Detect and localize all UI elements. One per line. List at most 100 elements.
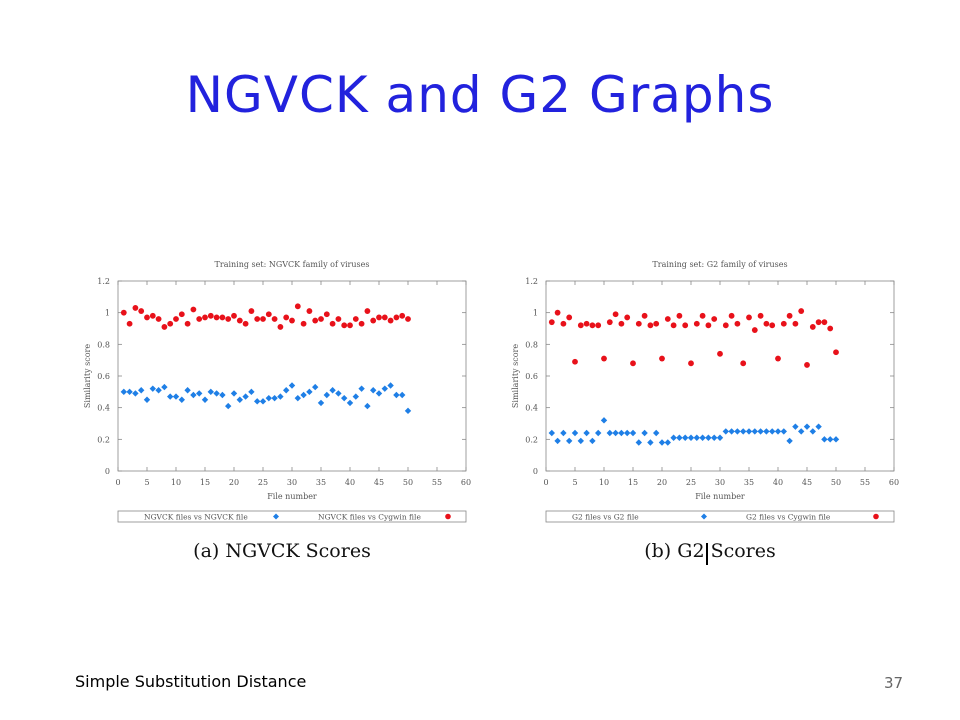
data-point-red	[572, 358, 578, 365]
x-tick-label: 20	[229, 478, 239, 487]
data-point-blue	[763, 428, 770, 435]
y-tick-label: 0.8	[97, 340, 110, 349]
x-tick-label: 0	[543, 478, 548, 487]
data-point-red	[751, 327, 758, 333]
page-number: 37	[884, 674, 904, 692]
data-point-blue	[589, 437, 596, 445]
data-point-red	[659, 355, 665, 362]
data-point-red	[323, 311, 330, 318]
data-point-blue	[219, 391, 226, 399]
legend-label: NGVCK files vs Cygwin file	[318, 513, 421, 522]
data-point-red	[682, 322, 689, 329]
data-point-red	[740, 360, 747, 367]
data-point-blue	[242, 393, 249, 400]
data-point-red	[312, 317, 319, 324]
data-point-blue	[126, 388, 133, 396]
data-point-blue	[803, 423, 811, 430]
data-point-red	[717, 350, 723, 357]
data-point-red	[225, 316, 232, 322]
data-point-blue	[265, 394, 272, 402]
y-tick-label: 1	[533, 309, 538, 318]
data-point-blue	[277, 393, 284, 400]
legend-marker-blue	[273, 513, 279, 520]
data-point-red	[196, 316, 203, 322]
data-point-red	[595, 322, 602, 329]
data-point-blue	[676, 434, 683, 441]
legend-label: G2 files vs Cygwin file	[746, 513, 831, 522]
y-axis-label: Similarity score	[83, 344, 92, 408]
data-point-blue	[740, 428, 747, 435]
data-point-blue	[786, 437, 793, 445]
data-point-blue	[399, 391, 406, 399]
x-tick-label: 15	[628, 478, 638, 487]
y-axis-label: Similarity score	[511, 344, 520, 408]
chart-title: Training set: G2 family of viruses	[652, 260, 787, 269]
data-point-blue	[306, 388, 313, 396]
data-point-red	[821, 319, 828, 326]
data-point-blue	[317, 399, 325, 407]
data-point-blue	[798, 428, 805, 435]
x-tick-label: 45	[802, 478, 812, 487]
data-point-red	[612, 311, 619, 318]
data-point-blue	[687, 434, 695, 441]
chart-caption: (a) NGVCK Scores	[193, 540, 371, 562]
data-point-red	[120, 309, 127, 316]
data-point-red	[178, 311, 185, 318]
data-point-blue	[364, 402, 371, 410]
x-tick-label: 35	[316, 478, 326, 487]
chart-caption: (b) G2 Scores	[644, 540, 776, 562]
data-point-blue	[658, 439, 666, 446]
data-point-red	[630, 360, 636, 367]
x-tick-label: 15	[200, 478, 210, 487]
data-point-blue	[184, 387, 191, 394]
data-point-red	[335, 316, 342, 322]
legend-label: NGVCK files vs NGVCK file	[144, 513, 248, 522]
data-point-red	[231, 312, 237, 319]
data-point-red	[260, 316, 266, 322]
data-point-blue	[722, 428, 729, 435]
x-tick-label: 30	[287, 478, 297, 487]
data-point-blue	[774, 428, 782, 435]
data-point-blue	[207, 388, 214, 396]
data-point-red	[635, 320, 642, 327]
data-point-red	[589, 322, 596, 329]
data-point-red	[641, 312, 648, 319]
legend-marker-blue	[701, 513, 707, 520]
data-point-red	[780, 320, 787, 327]
data-point-blue	[236, 396, 243, 403]
data-point-blue	[577, 437, 584, 445]
data-point-red	[763, 320, 770, 327]
data-point-red	[405, 316, 411, 322]
legend-box	[545, 510, 895, 523]
data-point-blue	[288, 382, 296, 389]
x-tick-label: 60	[461, 478, 471, 487]
data-point-blue	[751, 428, 758, 435]
data-point-blue	[693, 434, 700, 441]
data-point-blue	[827, 436, 834, 443]
data-point-red	[138, 308, 145, 314]
x-tick-label: 35	[744, 478, 754, 487]
data-point-red	[173, 316, 179, 322]
data-point-blue	[809, 428, 816, 435]
data-point-red	[190, 306, 197, 313]
x-tick-label: 50	[831, 478, 841, 487]
data-point-blue	[571, 429, 579, 437]
data-point-blue	[352, 393, 359, 400]
data-point-red	[670, 322, 677, 329]
data-point-blue	[404, 407, 412, 415]
data-point-blue	[792, 423, 799, 430]
data-point-blue	[600, 417, 608, 424]
data-point-red	[601, 355, 607, 362]
data-point-red	[618, 320, 625, 327]
slide-title: NGVCK and G2 Graphs	[185, 66, 775, 124]
data-point-red	[560, 320, 567, 327]
data-point-red	[577, 322, 584, 329]
data-point-blue	[300, 391, 307, 399]
data-point-blue	[259, 398, 267, 405]
data-point-red	[149, 312, 156, 319]
data-point-red	[306, 308, 313, 314]
data-point-red	[207, 312, 214, 319]
data-point-blue	[132, 390, 139, 397]
data-point-red	[387, 317, 394, 324]
